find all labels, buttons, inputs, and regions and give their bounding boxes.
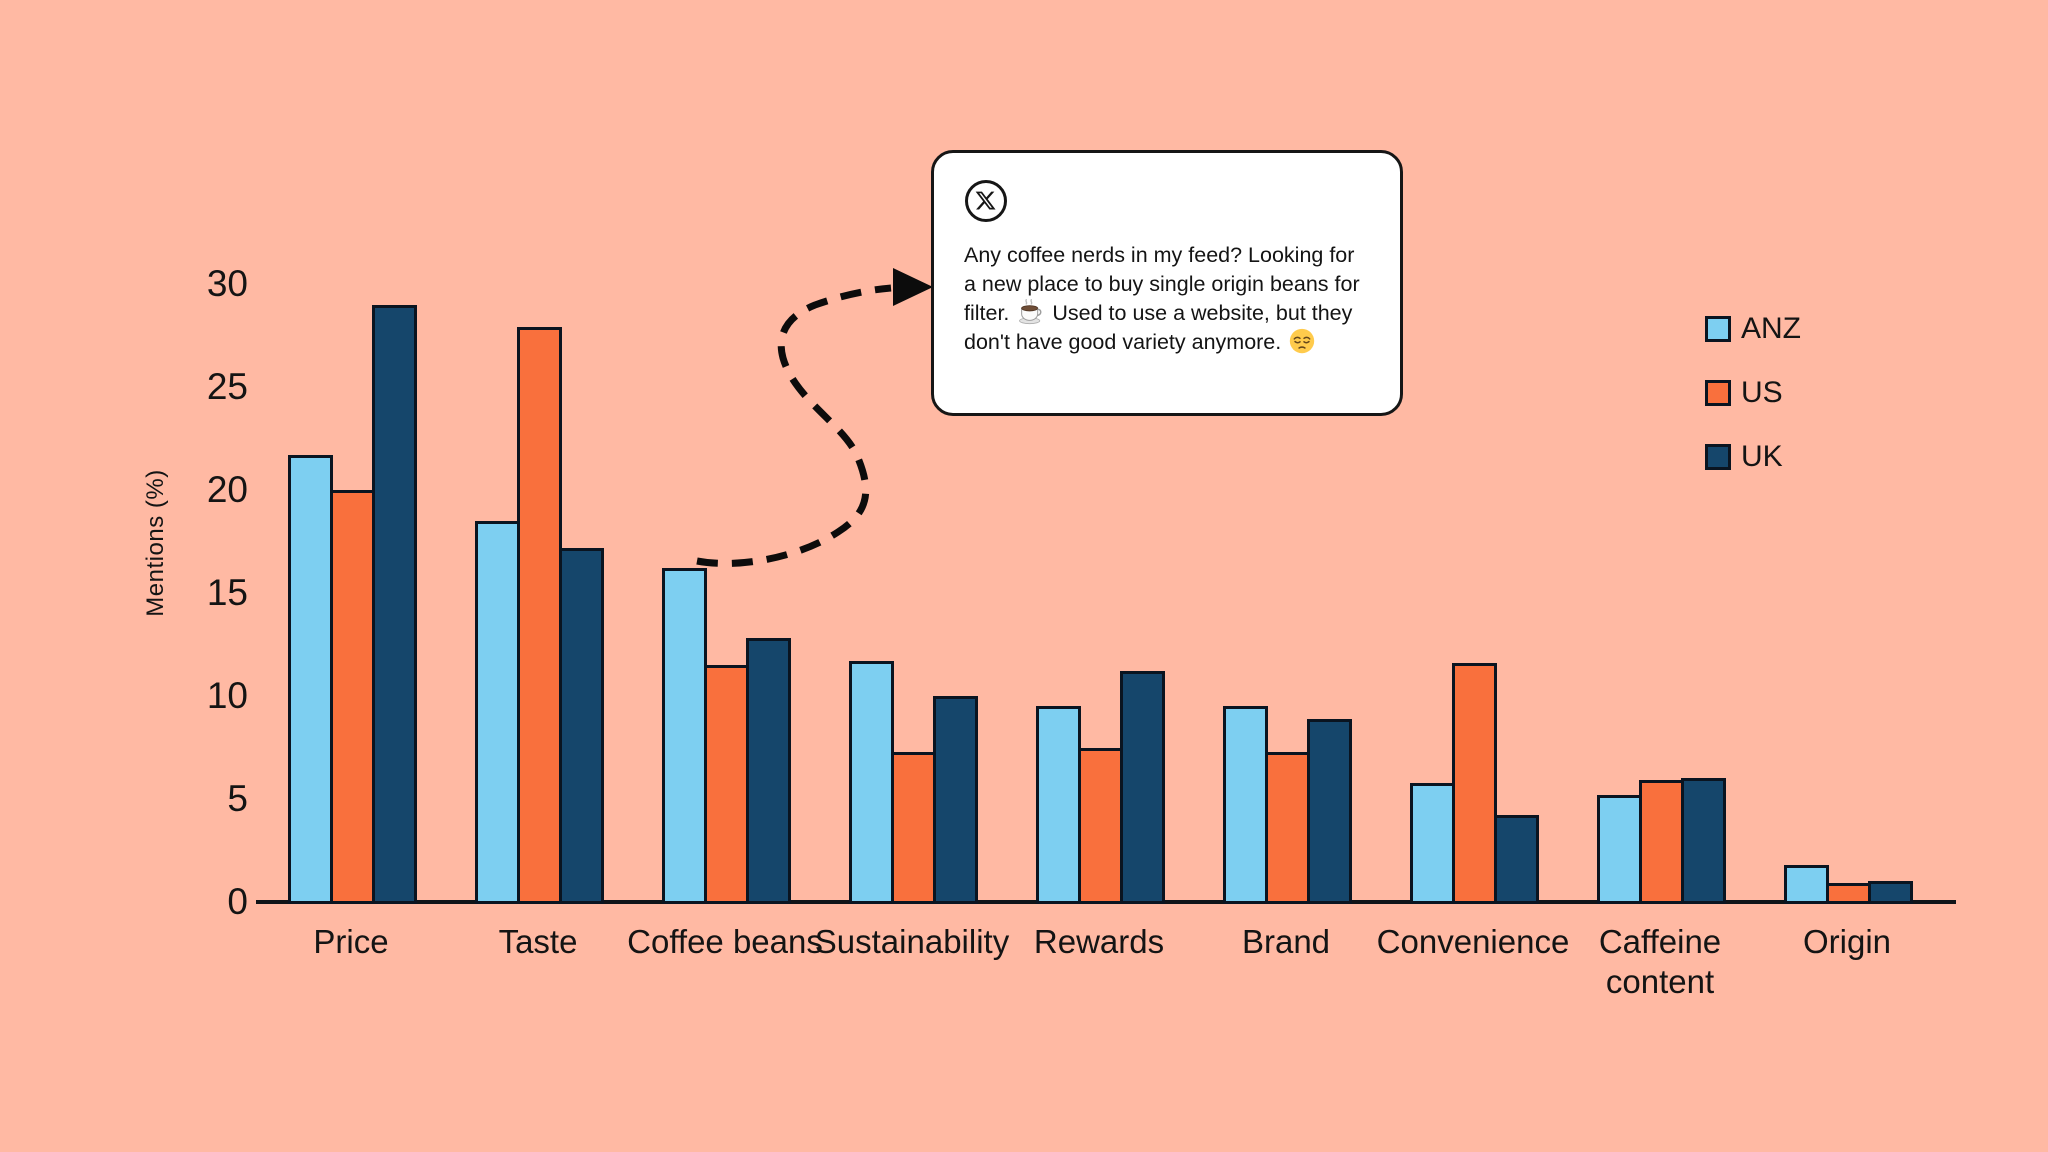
bar-uk-rewards <box>1120 671 1165 904</box>
bar-uk-origin <box>1868 881 1913 904</box>
y-tick-label: 5 <box>227 778 248 819</box>
legend-item-us: US <box>1705 378 1801 408</box>
bar-anz-caffeine-content <box>1597 794 1642 904</box>
tweet-text-part2: Used to use a website, but they don't ha… <box>964 301 1353 354</box>
bar-us-brand <box>1265 751 1310 904</box>
bar-uk-convenience <box>1494 815 1539 904</box>
y-tick-label: 25 <box>206 366 248 407</box>
bar-uk-coffee-beans <box>746 638 791 904</box>
bar-us-sustainability <box>891 751 936 904</box>
pensive-emoji <box>1290 328 1315 353</box>
x-tick-label-brand: Brand <box>1241 923 1331 960</box>
tweet-text: Any coffee nerds in my feed? Looking for… <box>964 241 1372 356</box>
bar-us-origin <box>1826 883 1871 904</box>
x-tick-label-convenience: Convenience <box>1376 923 1570 960</box>
y-tick-label: 10 <box>206 675 248 716</box>
bar-anz-origin <box>1784 864 1829 904</box>
x-tick-label-sustainability: Sustainability <box>814 923 1010 960</box>
coffee-emoji <box>1019 299 1042 325</box>
bar-us-price <box>330 490 375 904</box>
legend-swatch-anz <box>1705 316 1731 342</box>
y-tick-label: 0 <box>227 881 248 922</box>
tweet-text-part1: Any coffee nerds in my feed? Looking for… <box>964 243 1360 325</box>
bar-us-convenience <box>1452 663 1497 904</box>
x-tick-label-caffeine-content: Caffeine content <box>1598 923 1722 1000</box>
bar-anz-brand <box>1223 706 1268 904</box>
y-tick-label: 20 <box>206 469 248 510</box>
bar-anz-taste <box>475 520 520 904</box>
y-tick-label: 30 <box>206 263 248 304</box>
bar-anz-rewards <box>1036 706 1081 904</box>
x-logo-icon <box>965 180 1007 222</box>
bar-uk-sustainability <box>933 696 978 904</box>
x-tick-label-coffee-beans: Coffee beans <box>627 923 823 960</box>
bar-anz-sustainability <box>849 660 894 904</box>
bar-uk-taste <box>559 547 604 904</box>
legend-item-uk: UK <box>1705 442 1801 472</box>
bar-uk-brand <box>1307 718 1352 904</box>
bar-us-rewards <box>1078 747 1123 904</box>
bar-anz-price <box>288 454 333 904</box>
bar-us-taste <box>517 327 562 904</box>
bar-us-coffee-beans <box>704 665 749 904</box>
x-tick-label-rewards: Rewards <box>1033 923 1165 960</box>
legend: ANZ US UK <box>1705 314 1801 472</box>
y-tick-label: 15 <box>206 572 248 613</box>
bar-us-caffeine-content <box>1639 780 1684 904</box>
bar-anz-coffee-beans <box>662 568 707 904</box>
tweet-callout: Any coffee nerds in my feed? Looking for… <box>931 150 1403 416</box>
legend-label-uk: UK <box>1741 440 1783 473</box>
bar-anz-convenience <box>1410 782 1455 904</box>
legend-label-anz: ANZ <box>1741 312 1801 345</box>
bar-uk-caffeine-content <box>1681 778 1726 904</box>
legend-item-anz: ANZ <box>1705 314 1801 344</box>
legend-swatch-uk <box>1705 444 1731 470</box>
legend-label-us: US <box>1741 376 1783 409</box>
x-tick-label-taste: Taste <box>498 923 578 960</box>
x-tick-label-price: Price <box>313 923 389 960</box>
legend-swatch-us <box>1705 380 1731 406</box>
bar-uk-price <box>372 304 417 904</box>
x-tick-label-origin: Origin <box>1802 923 1892 960</box>
